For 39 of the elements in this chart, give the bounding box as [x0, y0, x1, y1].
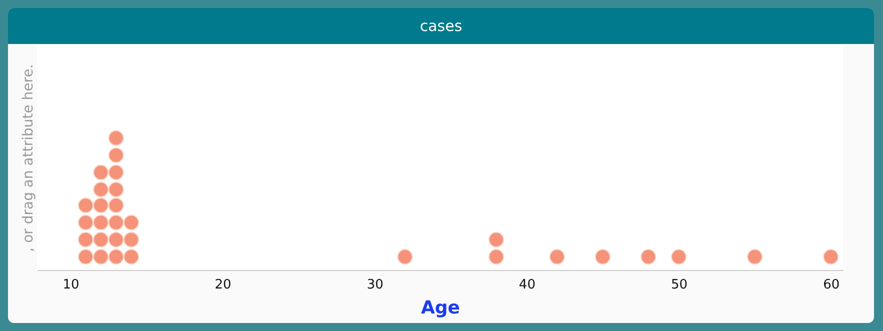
- point: [108, 232, 124, 248]
- chart-title: cases: [8, 8, 874, 44]
- x-tick-label: 40: [518, 278, 536, 292]
- x-tick-label: 60: [823, 278, 840, 292]
- point: [93, 164, 109, 180]
- point: [78, 232, 94, 248]
- point: [823, 249, 839, 265]
- point: [108, 214, 124, 230]
- point: [93, 198, 109, 214]
- x-tick-label: 50: [670, 278, 688, 292]
- point: [78, 249, 94, 265]
- point: [93, 249, 109, 265]
- point: [124, 249, 140, 265]
- x-tick-label: 30: [366, 278, 384, 292]
- point: [108, 130, 124, 146]
- point: [640, 249, 656, 265]
- point: [108, 147, 124, 163]
- point: [93, 232, 109, 248]
- point: [93, 182, 109, 198]
- point: [78, 198, 94, 214]
- x-tick-label: 20: [214, 278, 232, 292]
- point: [397, 249, 413, 265]
- point: [124, 214, 140, 230]
- point: [671, 249, 687, 265]
- point: [549, 249, 565, 265]
- y-axis-title: , or drag an attribute here.: [20, 64, 36, 252]
- point: [488, 232, 504, 248]
- point: [488, 249, 504, 265]
- point: [108, 182, 124, 198]
- point: [78, 214, 94, 230]
- point: [594, 249, 610, 265]
- point: [93, 214, 109, 230]
- point: [108, 164, 124, 180]
- x-tick-label: 10: [62, 278, 80, 292]
- point: [108, 249, 124, 265]
- point: [747, 249, 763, 265]
- point: [108, 198, 124, 214]
- x-axis-title: Age: [420, 298, 460, 318]
- point: [124, 232, 140, 248]
